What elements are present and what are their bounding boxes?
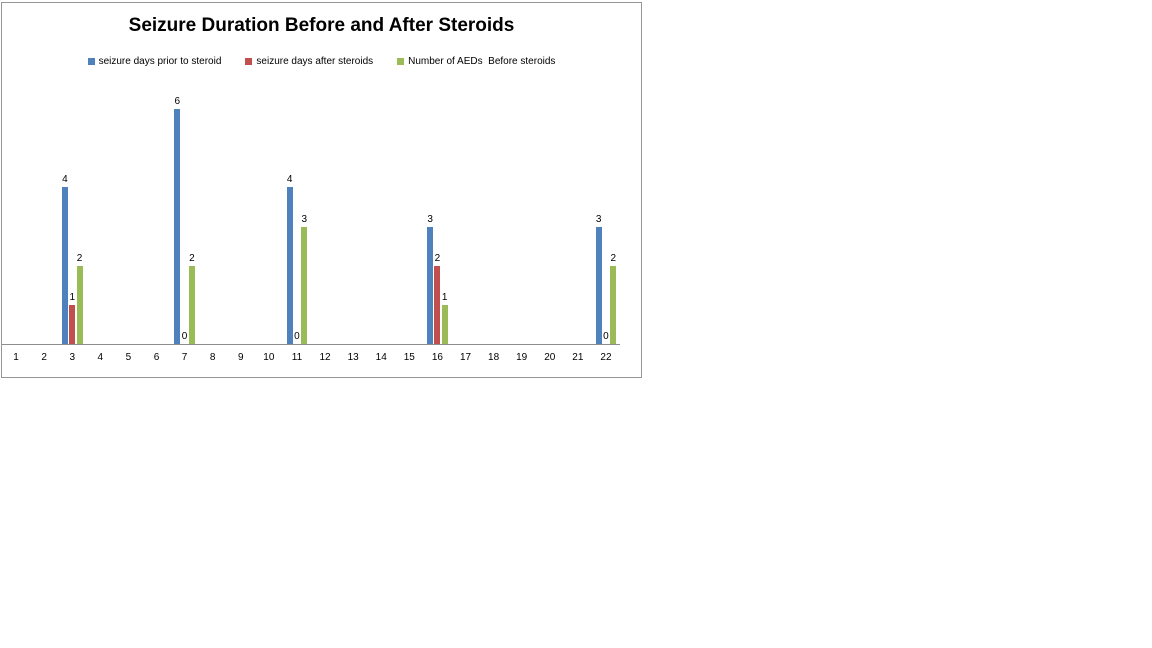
x-tick-label: 11 bbox=[291, 352, 303, 363]
x-tick-label: 17 bbox=[459, 352, 472, 363]
x-tick-label: 7 bbox=[181, 352, 188, 363]
legend-label: Number of AEDs Before steroids bbox=[408, 56, 556, 67]
x-tick-label: 2 bbox=[41, 352, 47, 363]
x-tick-label: 13 bbox=[347, 352, 359, 363]
bar-data-label: 2 bbox=[434, 252, 441, 264]
bar-series-1-cat-3 bbox=[61, 187, 68, 344]
bar-data-label: 3 bbox=[595, 213, 602, 225]
plot-area: 1 2 3 4 1 2 4 5 6 7 6 0 2 8 9 10 11 4 0 3 12 13 14 15 16 3 2 1 17 18 1… bbox=[2, 71, 620, 363]
legend-label: seizure days prior to steroid bbox=[98, 56, 222, 67]
bar-data-label: 1 bbox=[69, 291, 75, 303]
x-tick-label: 1 bbox=[13, 352, 19, 363]
bar-series-3-cat-7 bbox=[188, 265, 195, 344]
legend-label: seizure days after steroids bbox=[256, 56, 374, 67]
bar-data-label: 4 bbox=[286, 174, 293, 186]
bar-data-label: 2 bbox=[610, 252, 617, 264]
x-tick-label: 15 bbox=[403, 352, 415, 363]
x-tick-label: 3 bbox=[69, 352, 75, 363]
legend-marker-icon bbox=[245, 58, 253, 65]
x-tick-label: 12 bbox=[319, 352, 331, 363]
bar-data-label: 4 bbox=[62, 174, 68, 186]
x-tick-label: 14 bbox=[375, 352, 387, 363]
legend-marker-icon bbox=[397, 58, 405, 65]
legend-item: Number of AEDs Before steroids bbox=[397, 56, 555, 67]
x-tick-label: 18 bbox=[488, 352, 500, 363]
bar-series-1-cat-11 bbox=[286, 187, 293, 344]
legend-item: seizure days prior to steroid bbox=[87, 56, 222, 67]
bar-series-3-cat-3 bbox=[76, 265, 83, 344]
x-tick-label: 4 bbox=[97, 352, 104, 363]
bar-series-1-cat-7 bbox=[174, 109, 181, 344]
bar-series-1-cat-22 bbox=[595, 226, 602, 344]
bar-series-3-cat-16 bbox=[441, 304, 448, 344]
bar-series-3-cat-11 bbox=[301, 226, 308, 344]
x-tick-label: 10 bbox=[263, 352, 275, 363]
bar-data-label: 2 bbox=[76, 252, 83, 264]
bar-series-2-cat-3 bbox=[69, 304, 76, 344]
bar-data-label: 2 bbox=[189, 252, 195, 264]
x-tick-label: 5 bbox=[125, 352, 132, 363]
x-tick-label: 19 bbox=[516, 352, 528, 363]
bar-data-label: 6 bbox=[174, 96, 181, 108]
bar-data-label: 1 bbox=[441, 291, 448, 303]
x-tick-label: 16 bbox=[431, 352, 443, 363]
x-tick-label: 22 bbox=[600, 352, 612, 363]
legend-marker-icon bbox=[87, 58, 95, 65]
chart-title: Seizure Duration Before and After Steroi… bbox=[128, 15, 515, 36]
bar-series-3-cat-22 bbox=[610, 265, 617, 344]
legend-item: seizure days after steroids bbox=[245, 56, 373, 67]
x-tick-label: 9 bbox=[237, 352, 244, 363]
bar-data-label: 3 bbox=[301, 213, 308, 225]
x-tick-label: 20 bbox=[544, 352, 556, 363]
bar-data-label: 0 bbox=[603, 331, 609, 342]
x-tick-label: 21 bbox=[572, 352, 584, 363]
bar-series-2-cat-16 bbox=[434, 265, 441, 344]
chart-legend: seizure days prior to steroid seizure day… bbox=[2, 56, 641, 67]
bar-data-label: 0 bbox=[294, 331, 300, 342]
x-tick-label: 6 bbox=[153, 352, 160, 363]
seizure-chart: Seizure Duration Before and After Steroi… bbox=[1, 2, 642, 378]
bar-data-label: 0 bbox=[181, 331, 188, 342]
bar-data-label: 3 bbox=[427, 213, 433, 225]
x-tick-label: 8 bbox=[209, 352, 216, 363]
bar-series-1-cat-16 bbox=[427, 226, 434, 344]
